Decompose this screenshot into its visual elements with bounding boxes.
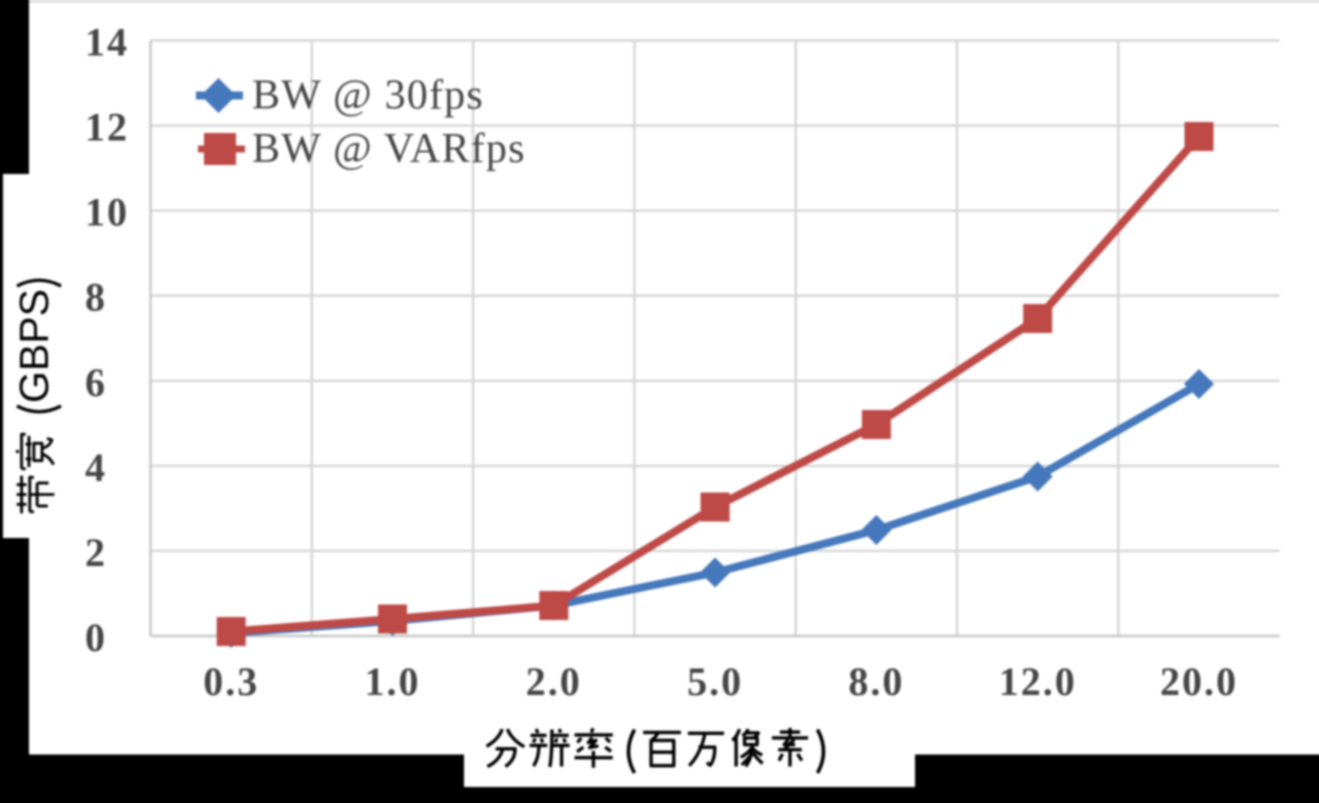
svg-text:GBPS: GBPS: [11, 289, 57, 403]
svg-text:8.0: 8.0: [848, 659, 904, 704]
svg-text:6: 6: [85, 360, 107, 405]
svg-text:5.0: 5.0: [687, 659, 743, 704]
svg-text:2: 2: [85, 530, 107, 575]
svg-text:4: 4: [85, 445, 107, 490]
svg-text:12: 12: [85, 105, 129, 150]
svg-text:20.0: 20.0: [1160, 659, 1238, 704]
svg-text:BW @ 30fps: BW @ 30fps: [252, 73, 484, 119]
svg-text:12.0: 12.0: [999, 659, 1077, 704]
svg-text:8: 8: [85, 275, 107, 320]
svg-text:14: 14: [85, 20, 129, 65]
svg-text:0.3: 0.3: [203, 659, 259, 704]
svg-text:2.0: 2.0: [526, 659, 582, 704]
svg-text:0: 0: [85, 615, 107, 660]
svg-text:BW @ VARfps: BW @ VARfps: [252, 126, 526, 172]
svg-text:1.0: 1.0: [365, 659, 421, 704]
svg-text:10: 10: [85, 190, 129, 235]
